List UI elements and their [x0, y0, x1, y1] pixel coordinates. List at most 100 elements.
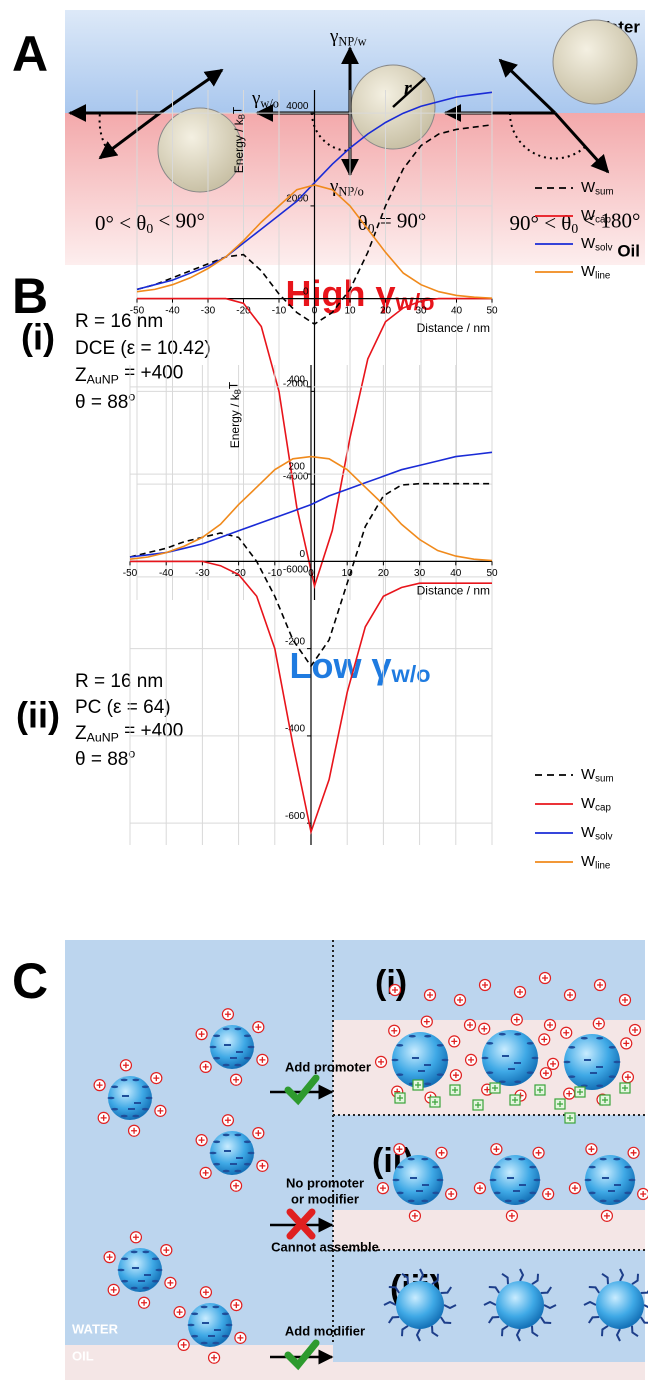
text-part: AuNP [87, 373, 119, 387]
ion-sign [545, 1191, 552, 1198]
ligand [440, 1286, 453, 1294]
charge [526, 1071, 534, 1074]
ion-sign [630, 1149, 637, 1156]
x-tick-label: 40 [450, 568, 462, 579]
text-part: W [581, 795, 596, 812]
ion-sign [132, 1234, 139, 1241]
charge [392, 1178, 400, 1182]
ion-sign [640, 1191, 647, 1198]
promoter-sign [512, 1097, 518, 1103]
charge [243, 1140, 251, 1144]
text-part: = +400 [119, 721, 183, 742]
charge [200, 1341, 208, 1345]
charge [608, 1190, 615, 1192]
chart-title: Low γw/o [290, 645, 431, 688]
charge [518, 1199, 526, 1203]
x-tick-label: 30 [414, 568, 426, 579]
legend-label: Wcap [581, 795, 611, 813]
check-mark [284, 1074, 320, 1106]
charge [533, 1178, 541, 1182]
charge [234, 1063, 242, 1067]
charge [514, 1062, 521, 1064]
charge [234, 1169, 242, 1173]
ion-sign [163, 1247, 170, 1254]
text-part: Low γ [290, 645, 392, 686]
text-part: cap [595, 802, 611, 813]
annotation: PC (ε = 64) [75, 697, 171, 718]
step-label: Cannot assemble [271, 1239, 379, 1254]
charge [111, 1107, 119, 1111]
charge [608, 1075, 616, 1078]
charge [134, 1102, 141, 1104]
charge [144, 1274, 151, 1276]
charge [222, 1063, 230, 1067]
charge [580, 1036, 588, 1040]
charge [142, 1250, 150, 1254]
charge [504, 1157, 512, 1161]
x-tick-label: 10 [342, 568, 354, 579]
ligand [501, 1324, 509, 1337]
ligand [519, 1268, 525, 1282]
text-part: 0° < θ [95, 211, 146, 235]
charge [412, 1057, 419, 1059]
text-part: 0 [368, 221, 375, 236]
promoter-sign [557, 1101, 563, 1107]
nanoparticle [564, 1034, 620, 1090]
panel-label: B [12, 268, 48, 324]
charge [584, 1178, 592, 1182]
force-arrow [159, 68, 224, 115]
text-part: line [595, 270, 610, 281]
charge [588, 1191, 596, 1195]
phase-label: OIL [72, 1348, 94, 1363]
annotation: ZAuNP = +400 [75, 363, 183, 387]
ion-sign [106, 1254, 113, 1261]
charge [391, 1058, 399, 1062]
text-part: γ [251, 88, 260, 109]
angle-case: 90° < θ0 < 180° [510, 208, 641, 236]
charge [130, 1286, 138, 1290]
charge [526, 1042, 534, 1045]
charge [107, 1096, 115, 1100]
text-part: θ = 88 [75, 392, 128, 413]
ligand [588, 1286, 601, 1294]
charge [212, 1341, 220, 1345]
text-part: solv [595, 242, 612, 253]
charge [120, 1114, 128, 1118]
ion-sign [550, 1060, 557, 1067]
charge [424, 1034, 432, 1038]
charge [608, 1046, 616, 1049]
nanoparticle [596, 1281, 644, 1329]
phase-label: WATER [72, 1321, 119, 1336]
promoter-sign [567, 1115, 573, 1121]
charge [213, 1140, 221, 1144]
promoter-sign [475, 1102, 481, 1108]
oil-phase [65, 1345, 333, 1380]
charge [128, 1108, 135, 1110]
charge [120, 1078, 128, 1082]
ion-sign [153, 1075, 160, 1082]
ion-sign [481, 1025, 488, 1032]
ligand [531, 1273, 539, 1286]
ion-sign [157, 1107, 164, 1114]
charge [224, 1150, 231, 1152]
legend-label: Wsolv [581, 235, 613, 253]
charge [243, 1056, 251, 1060]
ion-sign [233, 1182, 240, 1189]
arrow-tail [319, 1089, 325, 1095]
charge [624, 1165, 632, 1169]
ligand [601, 1324, 609, 1337]
y-tick-label: 0 [299, 549, 305, 560]
text-part: AuNP [87, 731, 119, 745]
water-phase [65, 940, 645, 1380]
text-part: B [238, 114, 247, 119]
nanoparticle [490, 1155, 540, 1205]
text-part: line [595, 860, 610, 871]
nanoparticle [392, 1032, 448, 1088]
charge [191, 1334, 199, 1338]
ligand [583, 1300, 597, 1306]
charge [432, 1191, 440, 1195]
angle-arc [508, 112, 586, 160]
ion-sign [423, 1018, 430, 1025]
text-part: < 180° [578, 208, 640, 232]
panel-label: A [12, 26, 48, 82]
